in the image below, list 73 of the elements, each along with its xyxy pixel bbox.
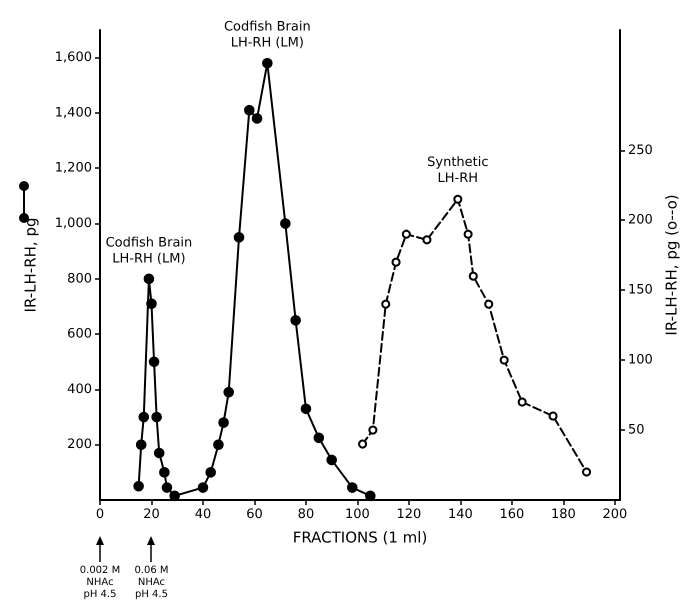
x-tick-label: 120 <box>396 507 422 522</box>
point <box>548 412 558 421</box>
y2-axis-title: IR-LH-RH, pg (o--o) <box>662 194 680 336</box>
y-tick-label: 1,200 <box>54 160 92 176</box>
point <box>582 468 592 477</box>
y2-tick-label: 200 <box>628 212 653 228</box>
point <box>453 194 462 204</box>
point <box>162 482 172 493</box>
y2-tick-label: 50 <box>628 422 645 438</box>
point <box>422 235 432 244</box>
point <box>365 490 376 502</box>
x-tick-label: 20 <box>143 507 160 522</box>
point <box>205 467 216 478</box>
point <box>136 439 146 450</box>
point <box>262 58 273 68</box>
x-tick-label: 180 <box>550 507 576 522</box>
y2-tick-label: 250 <box>628 142 653 158</box>
point <box>148 356 160 368</box>
text: 0.002 M NHAc pH 4.5 <box>80 565 120 600</box>
x-tick-label: 0 <box>96 507 104 522</box>
y2-tick-label: 100 <box>628 352 653 368</box>
point <box>159 467 170 478</box>
x-tick-label: 80 <box>298 507 314 522</box>
y-tick-label: 400 <box>67 382 92 397</box>
x-tick-label: 60 <box>246 507 263 522</box>
point <box>244 104 255 116</box>
point <box>358 440 368 449</box>
point <box>213 439 224 450</box>
text: 0.06 M NHAc pH 4.5 <box>134 565 169 600</box>
point <box>290 315 301 326</box>
x-tick-label: 40 <box>194 507 212 522</box>
y-tick-label: 1,400 <box>54 105 92 120</box>
point <box>234 232 244 243</box>
point <box>314 432 324 444</box>
point <box>347 482 358 493</box>
point <box>500 356 509 365</box>
point <box>138 412 150 422</box>
point <box>402 230 411 239</box>
y-axis-title: IR-LH-RH, pg <box>22 218 40 312</box>
point <box>518 398 527 407</box>
point <box>484 300 494 309</box>
point <box>368 426 378 435</box>
point <box>151 412 162 422</box>
point <box>392 258 401 267</box>
y-tick-label: 1,000 <box>54 216 92 232</box>
x-tick-label: 100 <box>345 507 370 522</box>
x-tick-label: 140 <box>448 507 473 522</box>
annotation: Synthetic LH-RH <box>427 155 489 186</box>
point <box>154 448 164 458</box>
point <box>468 272 478 281</box>
point <box>280 218 291 229</box>
y2-tick-label: 150 <box>628 282 653 298</box>
point <box>464 230 473 239</box>
point <box>146 298 157 309</box>
y-tick-label: 1,600 <box>54 50 92 66</box>
annotation: Codfish Brain LH-RH (LM) <box>106 235 192 266</box>
point <box>381 300 390 309</box>
point <box>198 482 208 493</box>
point <box>300 404 312 414</box>
x-tick-label: 160 <box>499 507 524 522</box>
point <box>326 454 337 466</box>
point <box>144 274 154 284</box>
point <box>169 490 180 502</box>
x-axis-title: FRACTIONS (1 ml) <box>292 528 428 546</box>
point <box>133 480 144 492</box>
x-tick-label: 200 <box>602 507 628 522</box>
y-tick-label: 600 <box>67 326 92 342</box>
point <box>223 386 234 398</box>
point <box>252 113 262 124</box>
point <box>218 417 229 428</box>
y-tick-label: 200 <box>67 437 92 452</box>
annotation: Codfish Brain LH-RH (LM) <box>224 20 311 51</box>
y-tick-label: 800 <box>67 271 92 286</box>
